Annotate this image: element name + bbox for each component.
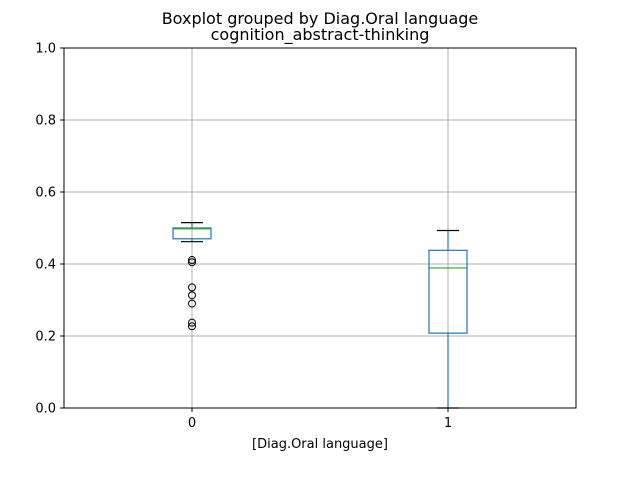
- y-tick-label: 0.6: [35, 186, 56, 201]
- box-layer: [172, 222, 468, 409]
- outlier-point: [188, 318, 196, 327]
- chart-suptitle: Boxplot grouped by Diag.Oral language: [162, 9, 479, 28]
- x-tick-label: 1: [444, 416, 452, 431]
- y-tick-label: 0.8: [35, 114, 56, 129]
- y-axis-ticks: 0.0 0.2 0.4 0.6 0.8 1.0: [35, 42, 64, 417]
- outlier-point: [188, 291, 196, 300]
- y-tick-label: 0.0: [35, 402, 56, 417]
- outlier-point: [188, 258, 196, 267]
- grid-lines: [64, 47, 576, 409]
- x-axis-label: [Diag.Oral language]: [252, 437, 388, 452]
- y-tick-label: 0.2: [35, 330, 56, 345]
- y-tick-label: 0.4: [35, 258, 56, 273]
- box-group-0: [172, 222, 212, 331]
- iqr-box: [172, 227, 212, 240]
- outlier-point: [188, 283, 196, 292]
- plot-frame: [63, 47, 577, 409]
- iqr-box: [428, 249, 468, 334]
- outlier-point: [188, 256, 196, 265]
- chart-title: cognition_abstract-thinking: [211, 25, 430, 45]
- outlier-point: [188, 299, 196, 308]
- outlier-point: [188, 322, 196, 331]
- x-tick-label: 0: [188, 416, 196, 431]
- y-tick-label: 1.0: [35, 42, 56, 57]
